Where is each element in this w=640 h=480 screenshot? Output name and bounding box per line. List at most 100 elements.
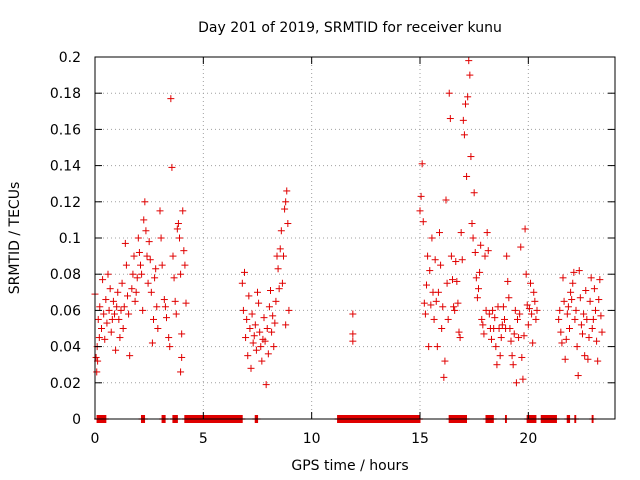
data-point	[271, 319, 279, 327]
data-point	[139, 306, 147, 314]
data-point	[467, 153, 475, 161]
data-point	[426, 267, 434, 275]
data-point	[433, 343, 441, 351]
data-point	[563, 310, 571, 318]
data-point	[92, 353, 100, 361]
data-point	[480, 330, 488, 338]
data-point	[244, 352, 252, 360]
data-point	[142, 227, 150, 235]
data-point	[275, 285, 283, 293]
data-point	[589, 315, 597, 323]
x-tick-label: 10	[303, 431, 321, 447]
data-point	[122, 261, 130, 269]
data-point	[283, 187, 291, 195]
data-point	[179, 207, 187, 215]
data-point	[276, 245, 284, 253]
x-tick-label: 5	[199, 431, 208, 447]
data-point	[594, 357, 602, 365]
data-point	[165, 334, 173, 342]
data-points	[91, 57, 606, 389]
data-point	[590, 285, 598, 293]
data-point	[140, 216, 148, 224]
data-point	[157, 234, 165, 242]
data-point	[109, 297, 117, 305]
data-point	[516, 310, 524, 318]
data-point	[421, 310, 429, 318]
data-point	[479, 321, 487, 329]
data-point	[169, 252, 177, 260]
data-point	[170, 274, 178, 282]
data-point	[469, 234, 477, 242]
data-point	[597, 312, 605, 320]
data-point	[518, 353, 526, 361]
data-point	[451, 306, 459, 314]
data-point	[111, 310, 118, 318]
data-point	[532, 315, 540, 323]
data-point	[598, 328, 606, 336]
data-point	[269, 312, 277, 320]
data-point	[143, 252, 151, 260]
data-point	[466, 71, 474, 79]
data-point	[258, 357, 266, 365]
data-point	[178, 330, 186, 338]
data-point	[125, 310, 133, 318]
data-point	[261, 337, 269, 345]
x-tick-label: 20	[519, 431, 537, 447]
data-point	[114, 288, 122, 296]
data-point	[417, 192, 425, 200]
data-point	[132, 288, 140, 296]
data-point	[181, 261, 189, 269]
data-point	[171, 297, 179, 305]
data-point	[519, 375, 527, 383]
data-point	[476, 268, 484, 276]
y-tick-label: 0.1	[59, 231, 81, 247]
data-point	[182, 299, 190, 307]
data-point	[485, 310, 493, 318]
data-point	[596, 276, 604, 284]
data-point	[163, 314, 170, 322]
data-point	[265, 303, 273, 311]
data-point	[436, 229, 443, 237]
data-point	[468, 220, 476, 228]
grid	[95, 57, 615, 419]
data-point	[116, 334, 124, 342]
data-point	[588, 325, 596, 332]
data-point	[585, 334, 593, 342]
data-point	[135, 248, 143, 256]
data-point	[525, 305, 533, 313]
data-point	[475, 285, 482, 293]
data-point	[168, 163, 176, 171]
data-point	[106, 285, 114, 293]
data-point	[272, 297, 280, 305]
data-point	[130, 252, 138, 260]
data-point	[472, 274, 480, 282]
data-point	[524, 321, 532, 329]
data-point	[501, 315, 508, 323]
y-axis-label: SRMTID / TECUs	[7, 182, 23, 295]
data-point	[115, 315, 123, 323]
data-point	[268, 328, 276, 336]
data-point	[592, 306, 599, 314]
data-point	[520, 332, 528, 340]
data-point	[505, 294, 513, 302]
data-point	[284, 220, 292, 228]
data-point	[506, 325, 514, 332]
data-point	[489, 306, 497, 314]
data-point	[555, 315, 563, 323]
data-point	[96, 303, 104, 311]
data-point	[584, 355, 592, 363]
data-point	[427, 301, 435, 309]
data-point	[254, 288, 261, 296]
data-point	[177, 270, 185, 278]
x-axis-label: GPS time / hours	[291, 458, 408, 474]
data-point	[434, 288, 442, 296]
axis-ticks	[94, 56, 615, 420]
data-point	[576, 294, 584, 302]
data-point	[273, 252, 281, 260]
data-point	[420, 299, 428, 307]
data-point	[583, 315, 591, 323]
y-tick-label: 0.2	[59, 50, 81, 66]
data-point	[144, 279, 152, 287]
data-point	[160, 296, 168, 304]
data-point	[166, 343, 174, 351]
